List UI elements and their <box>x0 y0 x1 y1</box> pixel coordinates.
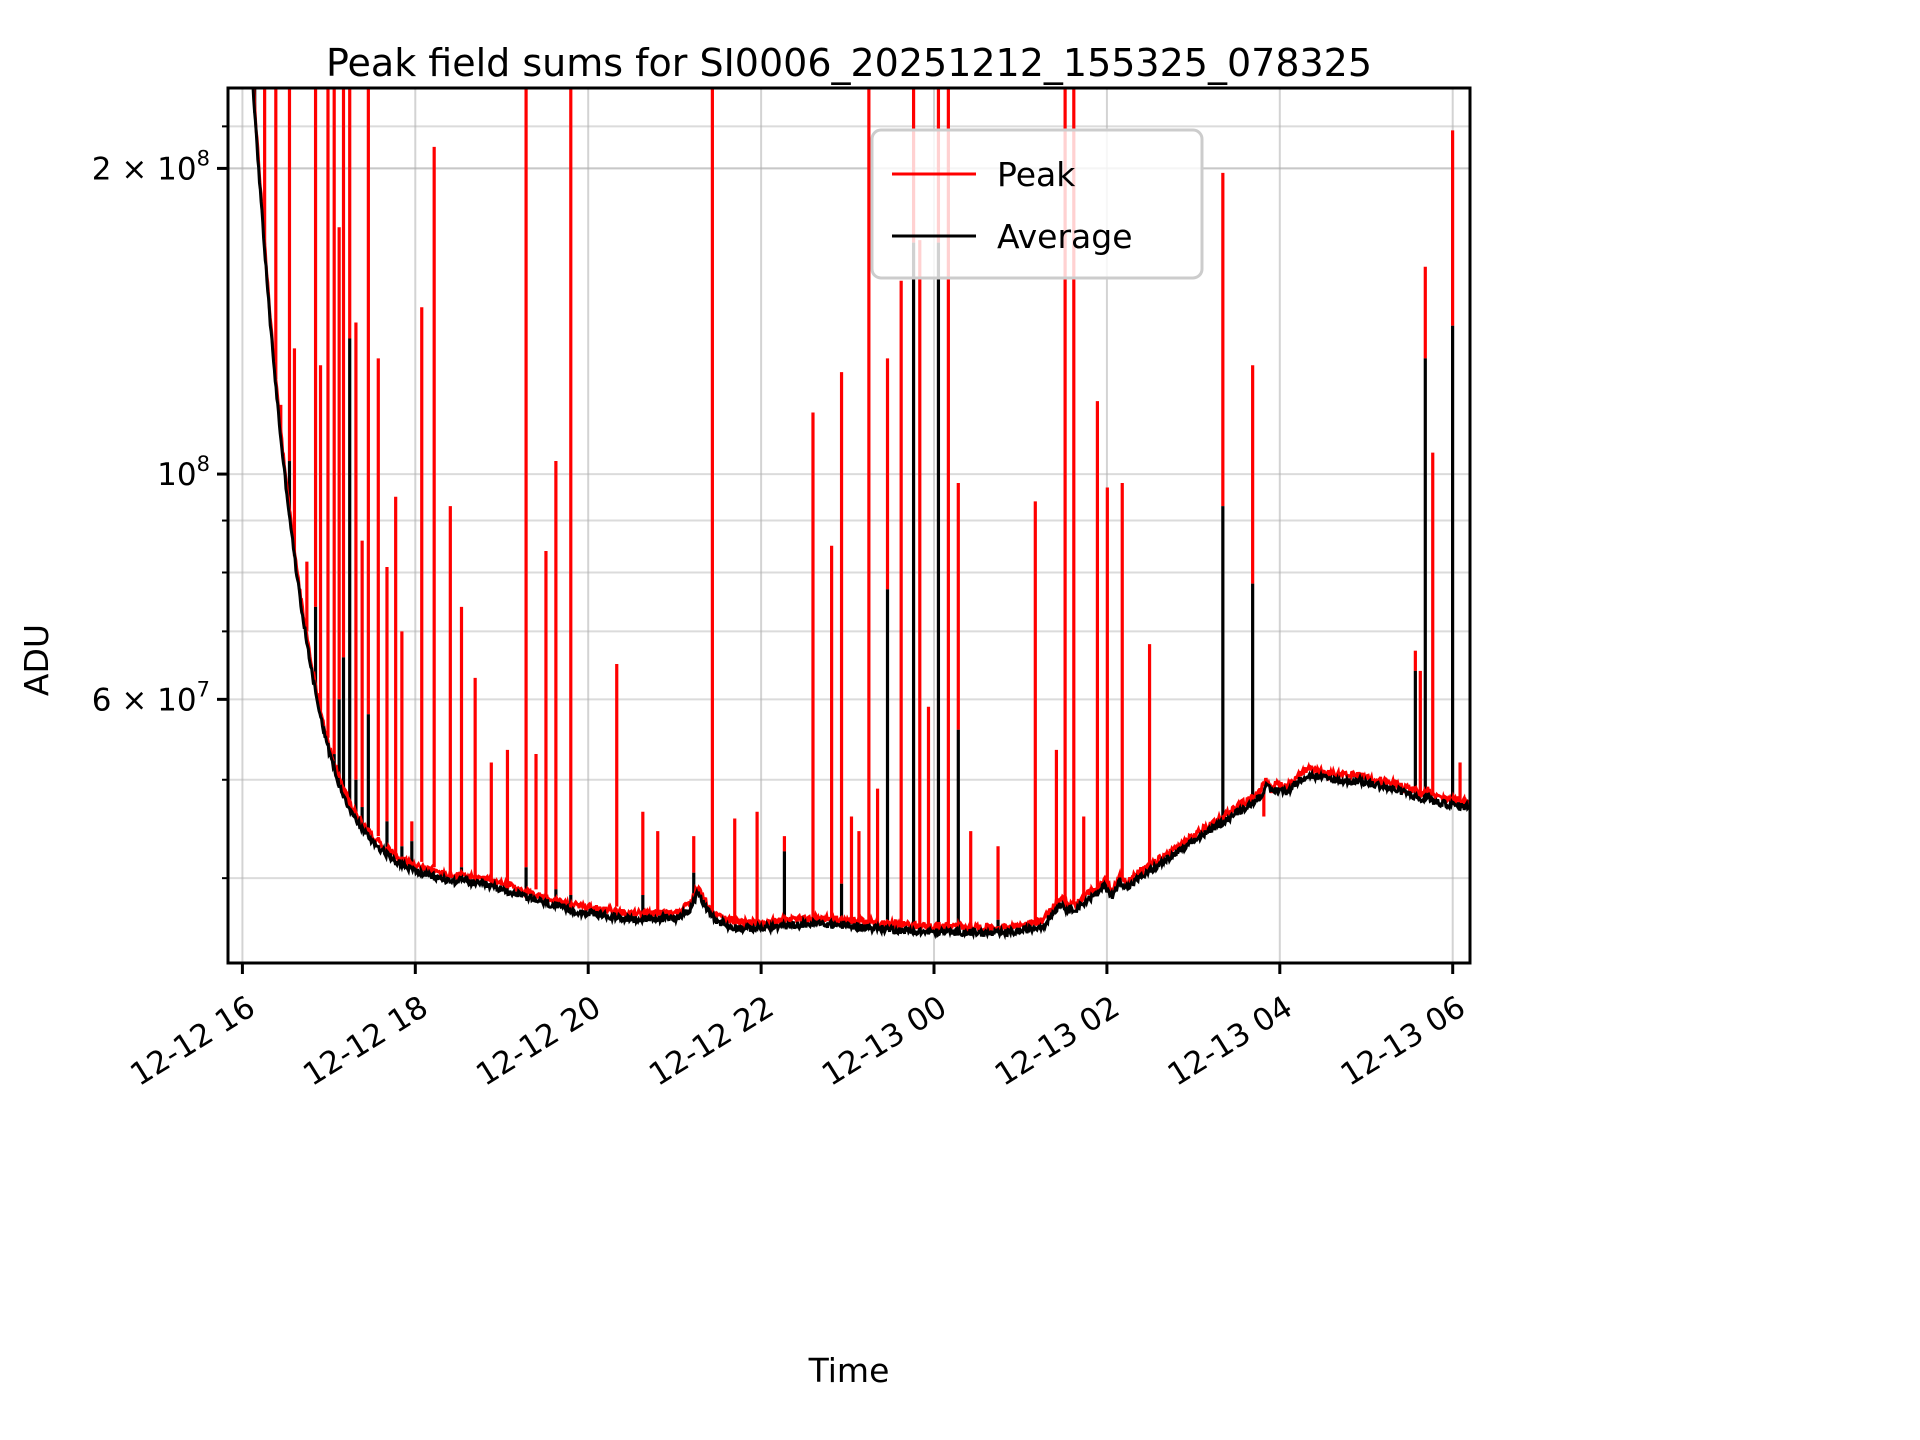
y-tick-label: 6 × 107 <box>92 677 210 718</box>
peak-trace <box>252 88 1470 937</box>
y-tick-label: 2 × 108 <box>92 146 210 187</box>
chart-title: Peak field sums for SI0006_20251212_1553… <box>326 41 1372 85</box>
legend-label-average: Average <box>997 217 1133 256</box>
legend-box <box>870 128 1204 280</box>
average-trace <box>251 88 1470 941</box>
y-axis-label: ADU <box>17 624 56 696</box>
legend-label-peak: Peak <box>997 155 1076 194</box>
chart-legend[interactable]: Peak Average <box>870 128 1204 280</box>
x-axis-label: Time <box>808 1351 890 1390</box>
axes-frame <box>226 86 1472 965</box>
y-tick-label: 108 <box>157 452 210 493</box>
